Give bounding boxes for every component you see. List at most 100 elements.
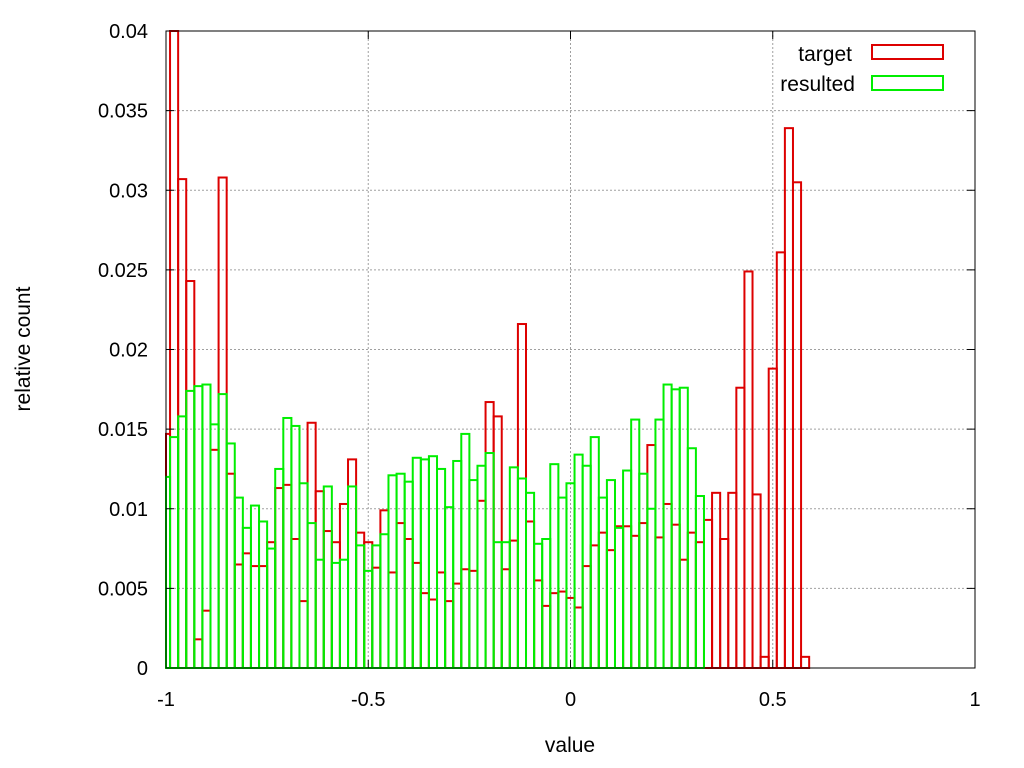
bar-target-9 xyxy=(233,563,244,669)
bar-resulted-14 xyxy=(274,467,285,669)
bar-target-4 xyxy=(193,638,204,670)
bar-target-67 xyxy=(702,518,714,670)
bar-target-77 xyxy=(783,127,794,669)
bar-resulted-54 xyxy=(597,496,608,670)
x-tick-label: -0.5 xyxy=(351,689,385,711)
bar-resulted-66 xyxy=(694,495,705,670)
bar-resulted-23 xyxy=(347,485,358,669)
axis-ticks xyxy=(165,30,976,669)
bar-resulted-8 xyxy=(225,442,236,669)
bar-resulted-34 xyxy=(436,467,447,669)
bar-resulted-58 xyxy=(630,418,641,669)
bar-resulted-2 xyxy=(177,415,188,670)
bar-target-20 xyxy=(322,530,333,669)
bar-target-49 xyxy=(557,590,568,669)
bar-target-28 xyxy=(387,571,398,670)
bar-target-37 xyxy=(460,568,471,670)
bar-resulted-11 xyxy=(249,504,261,669)
bar-resulted-37 xyxy=(460,432,471,669)
bar-target-18 xyxy=(306,421,317,669)
bar-resulted-20 xyxy=(322,485,333,669)
bar-target-11 xyxy=(249,565,261,670)
bar-resulted-49 xyxy=(557,496,568,670)
bar-resulted-64 xyxy=(678,386,689,669)
bar-target-16 xyxy=(290,538,301,669)
x-tick-label: -1 xyxy=(157,689,175,711)
bar-target-40 xyxy=(484,401,495,669)
bar-resulted-4 xyxy=(193,385,204,669)
bar-target-6 xyxy=(209,448,220,670)
bar-target-21 xyxy=(330,541,341,670)
bar-target-59 xyxy=(638,522,649,670)
bar-resulted-40 xyxy=(484,452,495,670)
bar-resulted-26 xyxy=(371,544,382,669)
bar-target-29 xyxy=(395,522,406,670)
bar-resulted-51 xyxy=(573,453,584,670)
bar-resulted-48 xyxy=(549,463,560,669)
bar-target-55 xyxy=(605,549,616,670)
bar-target-58 xyxy=(630,534,641,670)
bar-target-2 xyxy=(177,178,188,669)
bar-resulted-22 xyxy=(338,558,350,670)
bar-target-54 xyxy=(597,531,608,670)
bar-resulted-46 xyxy=(533,542,544,669)
bar-resulted-21 xyxy=(330,561,341,670)
bar-target-22 xyxy=(338,502,350,669)
legend-label-target: target xyxy=(798,43,852,66)
bar-target-36 xyxy=(452,582,463,669)
x-tick-label: 1 xyxy=(969,689,980,711)
y-tick-label: 0.01 xyxy=(109,499,148,521)
bar-resulted-24 xyxy=(355,544,366,669)
bar-target-56 xyxy=(613,525,625,670)
bar-target-13 xyxy=(266,541,277,670)
legend: target resulted xyxy=(780,43,944,96)
bar-target-65 xyxy=(686,531,697,670)
bar-target-51 xyxy=(573,606,584,669)
bar-resulted-62 xyxy=(662,383,673,669)
y-tick-label: 0.025 xyxy=(98,260,148,282)
bar-resulted-6 xyxy=(209,423,220,669)
bar-target-79 xyxy=(800,655,811,669)
bar-resulted-12 xyxy=(258,520,269,669)
bar-resulted-5 xyxy=(201,383,212,669)
bar-target-52 xyxy=(581,565,592,670)
bar-target-60 xyxy=(646,444,657,669)
legend-label-resulted: resulted xyxy=(780,73,855,96)
bar-resulted-10 xyxy=(241,526,252,669)
bar-resulted-27 xyxy=(379,533,390,669)
y-axis-tick-labels: 0 0.005 0.01 0.015 0.02 0.025 0.03 0.035 0.04 xyxy=(98,21,148,680)
bar-target-19 xyxy=(314,490,325,670)
bar-resulted-39 xyxy=(476,464,487,669)
bar-target-10 xyxy=(241,552,252,670)
bar-resulted-36 xyxy=(452,459,463,669)
bar-target-3 xyxy=(185,280,196,669)
bar-target-34 xyxy=(436,571,447,670)
bar-target-15 xyxy=(282,483,293,669)
bar-resulted-33 xyxy=(427,455,439,670)
bar-resulted-43 xyxy=(508,466,519,669)
bar-resulted-45 xyxy=(525,491,536,670)
bar-target-39 xyxy=(476,499,487,669)
bar-target-7 xyxy=(217,176,228,669)
bar-target-35 xyxy=(444,600,455,669)
bar-resulted-61 xyxy=(654,418,665,669)
bar-target-63 xyxy=(670,523,681,669)
bar-resulted-15 xyxy=(282,416,293,670)
bar-resulted-3 xyxy=(185,389,196,669)
bar-resulted-13 xyxy=(266,547,277,669)
bar-target-53 xyxy=(589,544,600,669)
bar-target-38 xyxy=(468,569,479,669)
bar-target-68 xyxy=(711,491,722,670)
bar-resulted-56 xyxy=(613,526,625,669)
bar-target-24 xyxy=(355,531,366,670)
bar-target-61 xyxy=(654,536,665,669)
bar-target-74 xyxy=(759,655,770,669)
bar-target-30 xyxy=(403,538,414,669)
bar-target-8 xyxy=(225,472,236,669)
bar-resulted-59 xyxy=(638,472,649,669)
bar-target-70 xyxy=(727,491,738,670)
bar-target-47 xyxy=(541,604,552,670)
bar-target-78 xyxy=(791,181,803,669)
y-tick-label: 0.02 xyxy=(109,340,148,362)
bar-target-12 xyxy=(258,565,269,670)
